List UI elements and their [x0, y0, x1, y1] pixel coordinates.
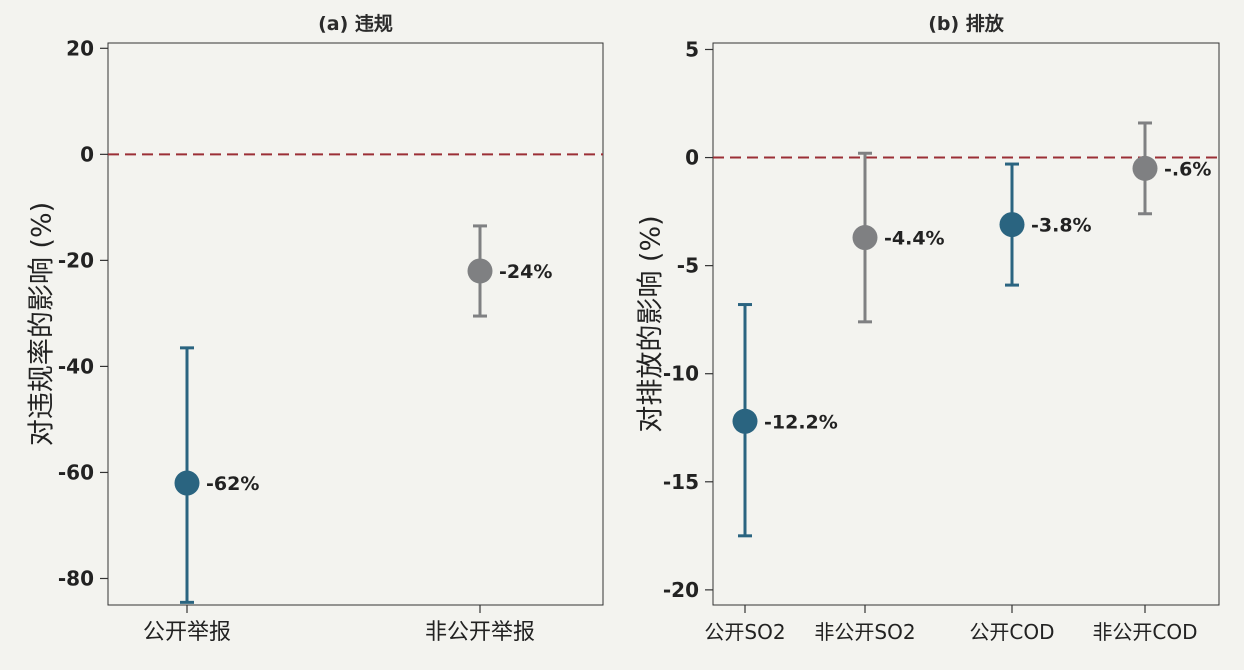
x-tick-label: 公开COD	[969, 620, 1054, 644]
data-label: -.6%	[1164, 158, 1211, 180]
data-point	[732, 408, 758, 434]
chart-title: (b) 排放	[928, 12, 1005, 35]
y-tick-label: -10	[663, 362, 699, 386]
y-tick-label: 20	[66, 36, 94, 60]
data-point	[1132, 155, 1158, 181]
x-tick-label: 公开SO2	[704, 620, 785, 644]
data-point	[467, 258, 493, 284]
y-tick-label: 5	[685, 37, 699, 61]
x-tick-label: 非公开举报	[425, 620, 535, 645]
plot-frame	[107, 42, 604, 606]
y-tick-label: -20	[58, 248, 94, 272]
chart-title: (a) 违规	[318, 12, 393, 35]
data-point	[174, 470, 200, 496]
x-tick-label: 公开举报	[143, 620, 231, 645]
plot-frame	[712, 42, 1220, 606]
data-label: -12.2%	[764, 411, 838, 433]
y-tick-label: -20	[663, 578, 699, 602]
y-tick-label: 0	[80, 142, 94, 166]
y-axis-label: 对违规率的影响 (%)	[27, 202, 58, 446]
data-label: -4.4%	[884, 228, 945, 250]
data-label: -3.8%	[1031, 215, 1092, 237]
y-axis-label: 对排放的影响 (%)	[636, 215, 667, 432]
data-label: -24%	[499, 261, 552, 283]
data-label: -62%	[206, 473, 259, 495]
y-tick-label: -60	[58, 460, 94, 484]
data-point	[852, 225, 878, 251]
y-tick-label: -40	[58, 354, 94, 378]
x-tick-label: 非公开COD	[1092, 620, 1197, 644]
y-tick-label: -80	[58, 566, 94, 590]
y-tick-label: 0	[685, 146, 699, 170]
y-tick-label: -15	[663, 470, 699, 494]
x-tick-label: 非公开SO2	[814, 620, 915, 644]
y-tick-label: -5	[677, 254, 699, 278]
data-point	[999, 212, 1025, 238]
